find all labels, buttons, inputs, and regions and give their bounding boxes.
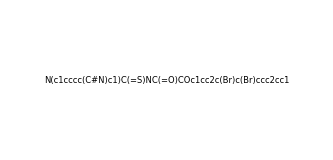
Text: N(c1cccc(C#N)c1)C(=S)NC(=O)COc1cc2c(Br)c(Br)ccc2cc1: N(c1cccc(C#N)c1)C(=S)NC(=O)COc1cc2c(Br)c… bbox=[44, 76, 289, 84]
